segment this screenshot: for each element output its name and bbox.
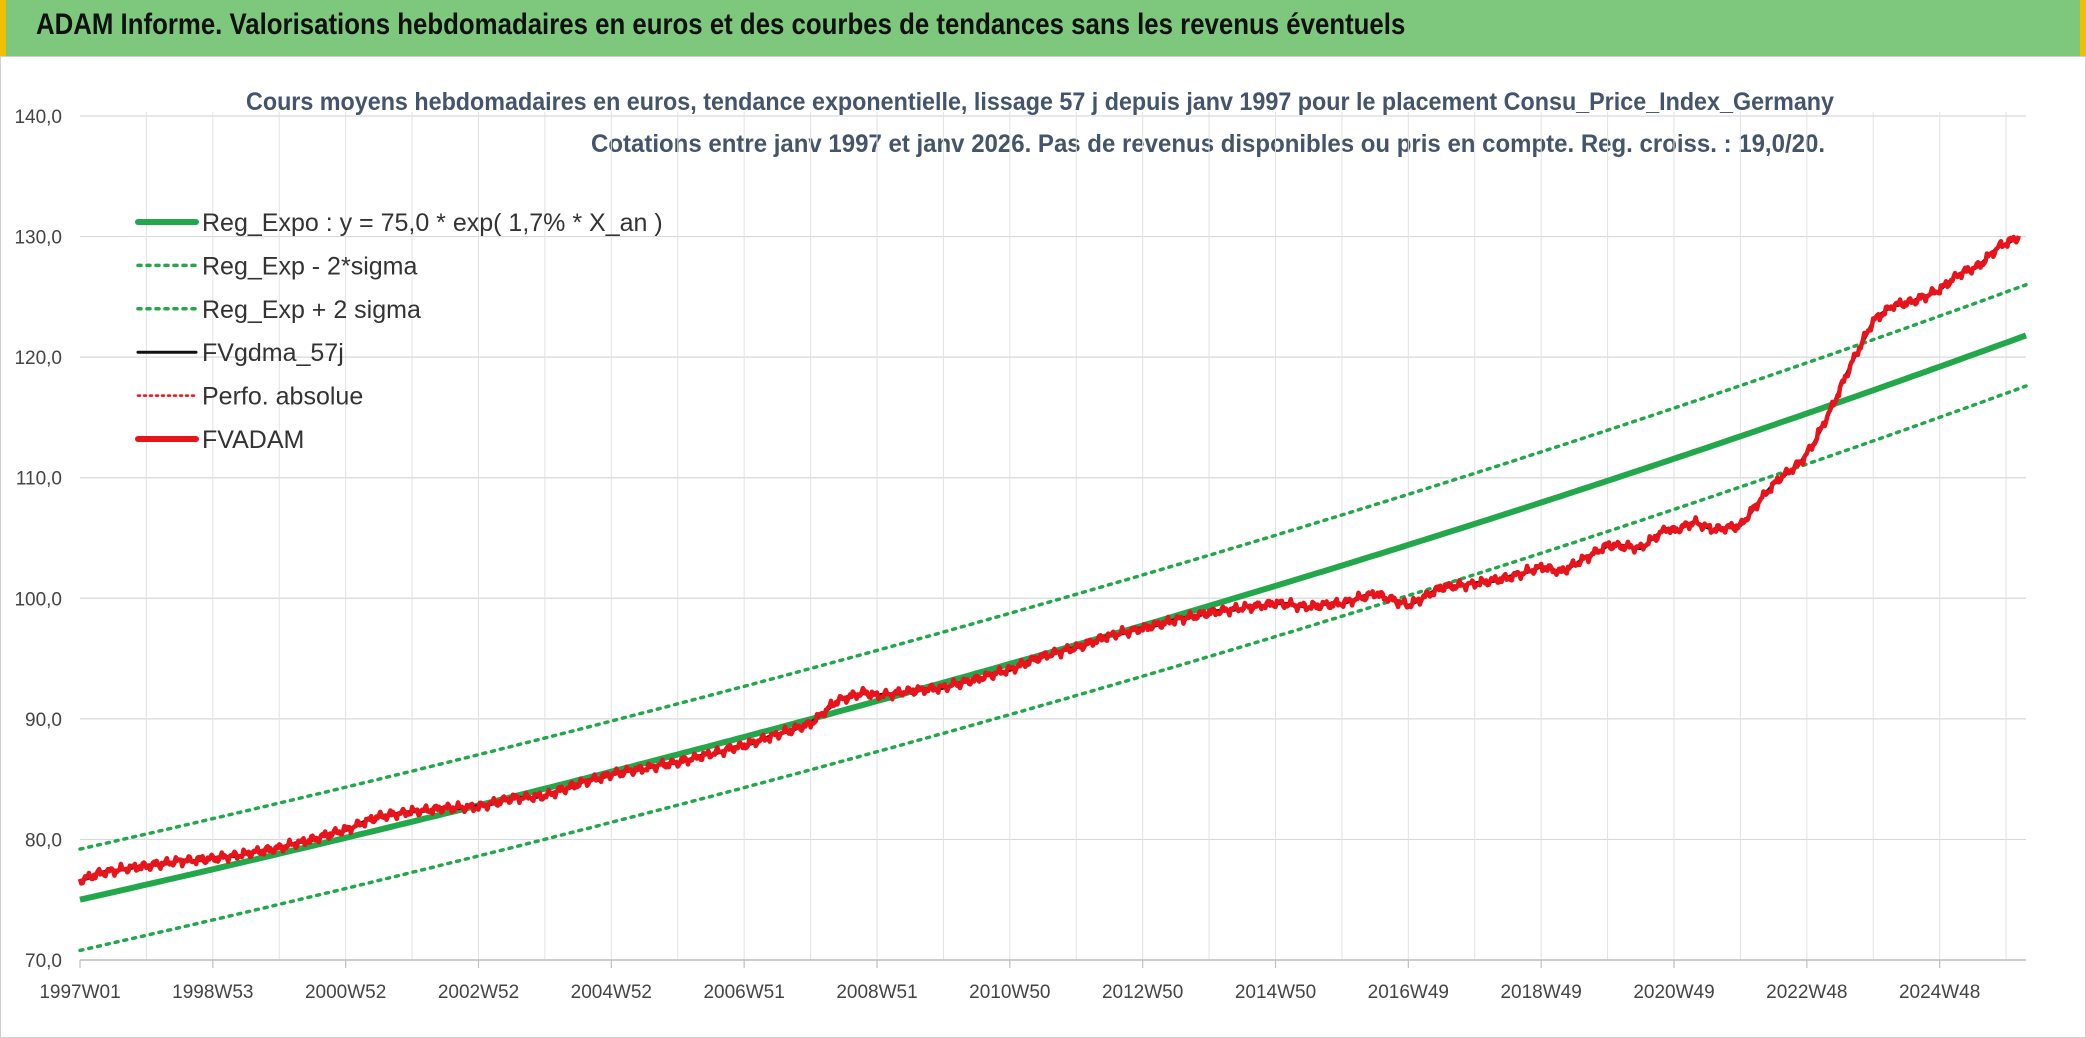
x-tick-label: 2022W48 <box>1766 982 1847 1003</box>
x-tick-label: 2014W50 <box>1235 982 1316 1003</box>
x-tick-label: 2008W51 <box>836 982 917 1003</box>
y-tick-label: 140,0 <box>14 107 62 128</box>
x-tick-label: 2012W50 <box>1102 982 1183 1003</box>
y-tick-label: 110,0 <box>16 469 62 490</box>
x-tick-label: 2018W49 <box>1500 982 1581 1003</box>
y-tick-label: 100,0 <box>14 589 62 610</box>
x-tick-label: 1998W53 <box>172 982 253 1003</box>
series-reg-exp-minus-2sigma <box>78 384 2028 953</box>
x-tick-label: 2004W52 <box>571 982 652 1003</box>
report-title: ADAM Informe. Valorisations hebdomadaire… <box>36 8 1406 41</box>
legend-entry-label: Reg_Expo : y = 75,0 * exp( 1,7% * X_an ) <box>202 209 663 237</box>
x-tick-label: 1997W01 <box>39 982 120 1003</box>
x-tick-label: 2020W49 <box>1633 982 1714 1003</box>
series-fvadam <box>77 234 2021 886</box>
y-tick-label: 120,0 <box>14 348 62 369</box>
chart-title: Cours moyens hebdomadaires en euros, ten… <box>246 88 1834 116</box>
legend-entry-label: Reg_Exp + 2 sigma <box>202 296 421 324</box>
x-tick-label: 2006W51 <box>703 982 784 1003</box>
legend-entry-label: FVADAM <box>202 426 304 454</box>
x-tick-label: 2016W49 <box>1368 982 1449 1003</box>
legend-entry-label: Reg_Exp - 2*sigma <box>202 252 417 280</box>
x-axis: 1997W01 1998W53 2000W52 2002W52 2004W52 2006W… <box>39 960 1980 1003</box>
legend-entry-label: FVgdma_57j <box>202 339 344 367</box>
legend-entry-label: Perfo. absolue <box>202 383 363 411</box>
y-tick-label: 130,0 <box>14 228 62 249</box>
y-tick-label: 90,0 <box>25 710 62 731</box>
x-tick-label: 2000W52 <box>305 982 386 1003</box>
chart-legend: Reg_Expo : y = 75,0 * exp( 1,7% * X_an )… <box>135 209 663 454</box>
x-tick-label: 2002W52 <box>438 982 519 1003</box>
header-banner: ADAM Informe. Valorisations hebdomadaire… <box>0 0 2086 56</box>
y-axis: 70,0 80,0 90,0 100,0 110,0 120,0 130,0 140,0 <box>14 107 62 972</box>
chart-grid <box>80 112 2026 961</box>
x-tick-label: 2010W50 <box>969 982 1050 1003</box>
chart-subtitle: Cotations entre janv 1997 et janv 2026. … <box>591 130 1825 158</box>
series-reg-exp-plus-2sigma <box>78 283 2028 851</box>
series-layer <box>77 234 2028 953</box>
y-tick-label: 80,0 <box>25 830 62 851</box>
x-tick-label: 2024W48 <box>1899 982 1980 1003</box>
chart-frame <box>0 56 2086 1038</box>
series-fvgdma-57j <box>79 235 2020 882</box>
y-tick-label: 70,0 <box>25 951 62 972</box>
